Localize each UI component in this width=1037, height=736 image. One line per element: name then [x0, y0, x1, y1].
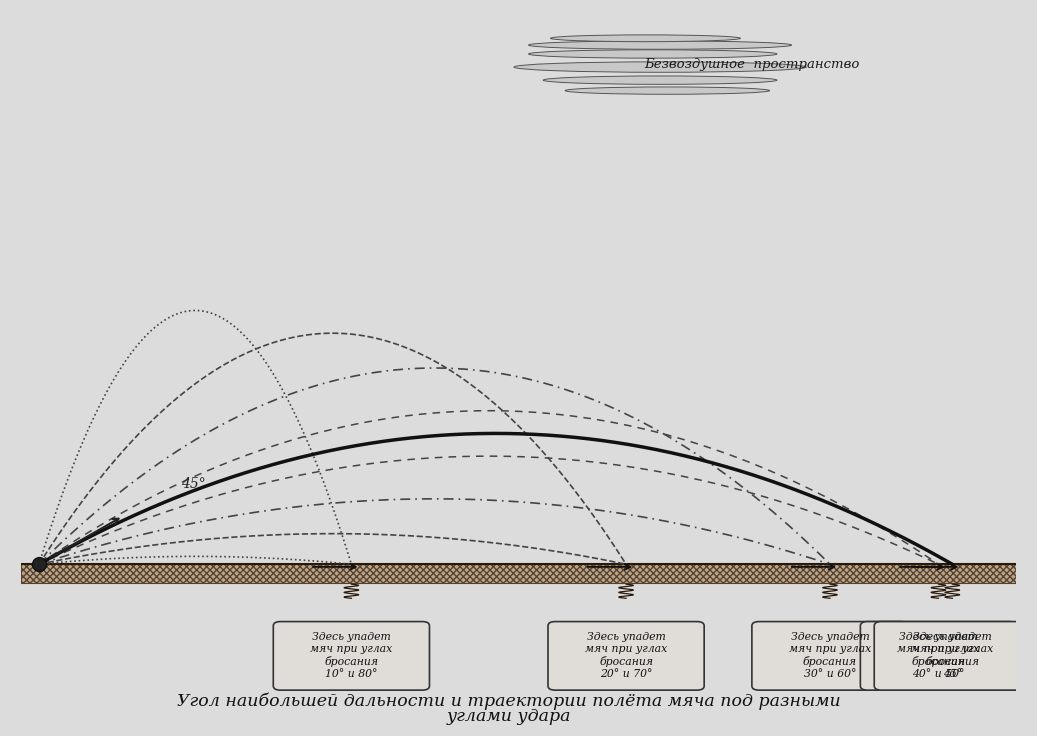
FancyBboxPatch shape [861, 622, 1016, 690]
Text: 45°: 45° [180, 478, 205, 492]
Ellipse shape [514, 62, 806, 72]
Bar [21, 565, 1026, 583]
Ellipse shape [551, 35, 740, 42]
Text: Здесь упадет
мяч при углах
бросания
20° и 70°: Здесь упадет мяч при углах бросания 20° … [585, 632, 667, 679]
FancyBboxPatch shape [752, 622, 908, 690]
FancyBboxPatch shape [548, 622, 704, 690]
FancyBboxPatch shape [874, 622, 1031, 690]
Ellipse shape [529, 50, 777, 58]
Text: Здесь упадет
мяч при углах
бросания
10° и 80°: Здесь упадет мяч при углах бросания 10° … [310, 632, 393, 679]
Ellipse shape [543, 76, 777, 85]
Ellipse shape [529, 41, 791, 49]
FancyBboxPatch shape [274, 622, 429, 690]
Text: Здесь упадет
мяч при углах
бросания
45°: Здесь упадет мяч при углах бросания 45° [912, 632, 993, 679]
Text: Угол наибольшей дальности и траектории полёта мяча под разными: Угол наибольшей дальности и траектории п… [177, 693, 841, 710]
Text: Безвоздушное  пространство: Безвоздушное пространство [644, 58, 859, 71]
Text: Здесь упадет
мяч при углах
бросания
40° и 50°: Здесь упадет мяч при углах бросания 40° … [897, 632, 980, 679]
Text: Здесь упадет
мяч при углах
бросания
30° и 60°: Здесь упадет мяч при углах бросания 30° … [789, 632, 871, 679]
Bar [21, 565, 1026, 583]
Ellipse shape [565, 87, 769, 94]
Text: углами удара: углами удара [447, 707, 571, 724]
